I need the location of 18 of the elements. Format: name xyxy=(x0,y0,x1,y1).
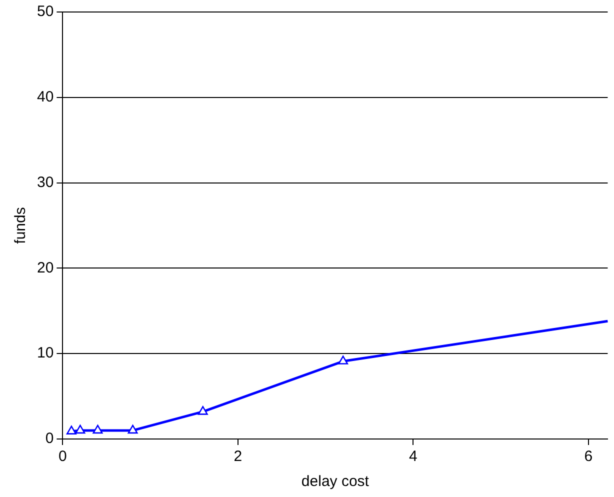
y-tick-label: 10 xyxy=(36,344,54,362)
y-tick-label: 30 xyxy=(36,174,54,191)
y-axis-title: funds xyxy=(12,207,30,244)
y-tick-label: 20 xyxy=(36,259,54,276)
point xyxy=(128,424,138,434)
point xyxy=(66,426,76,434)
point xyxy=(75,424,86,434)
point xyxy=(92,424,103,434)
y-tick-label: 0 xyxy=(45,430,54,448)
x-axis-title: delay cost xyxy=(301,473,370,490)
y-tick-label: 40 xyxy=(36,88,54,106)
x-tick-label: 6 xyxy=(584,448,593,466)
x-tick-label: 0 xyxy=(58,448,67,466)
y-tick-label: 50 xyxy=(36,3,54,20)
point xyxy=(338,356,348,364)
point xyxy=(198,406,208,415)
x-tick-label: 2 xyxy=(234,448,242,466)
x-tick-label: 4 xyxy=(409,448,418,466)
